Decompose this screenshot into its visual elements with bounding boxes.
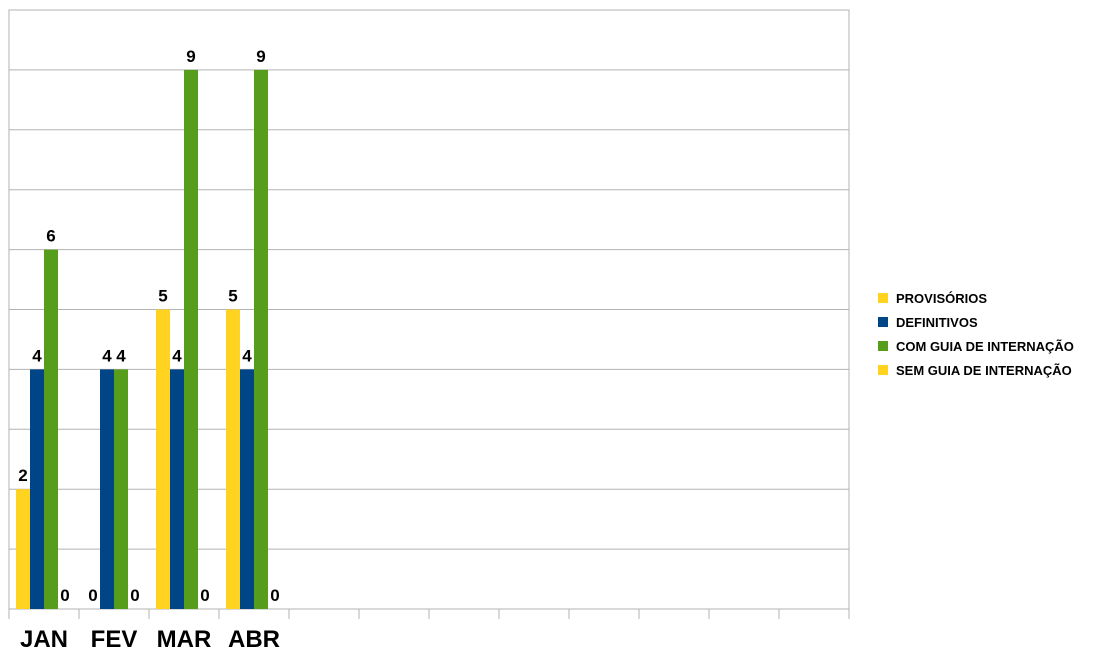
legend-swatch — [878, 365, 888, 375]
data-label: 4 — [102, 346, 112, 365]
data-label: 0 — [88, 586, 97, 605]
category-label: MAR — [157, 626, 212, 653]
legend-label: PROVISÓRIOS — [896, 290, 988, 306]
bar — [30, 369, 44, 609]
data-label: 0 — [130, 586, 139, 605]
data-label: 4 — [242, 346, 252, 365]
legend-item: DEFINITIVOS — [878, 310, 1074, 334]
bar — [156, 309, 170, 609]
bar — [44, 249, 58, 609]
chart-legend: PROVISÓRIOS DEFINITIVOS COM GUIA DE INTERN… — [878, 286, 1074, 382]
data-label: 4 — [32, 346, 42, 365]
bar — [16, 489, 30, 609]
data-label: 0 — [270, 586, 279, 605]
legend-label: DEFINITIVOS — [896, 314, 978, 330]
data-label: 4 — [172, 346, 182, 365]
category-label: FEV — [91, 626, 138, 653]
data-label: 9 — [256, 47, 265, 66]
bar — [114, 369, 128, 609]
bar — [184, 69, 198, 609]
category-label: ABR — [228, 626, 280, 653]
bar — [170, 369, 184, 609]
legend-item: COM GUIA DE INTERNAÇÃO — [878, 334, 1074, 358]
legend-swatch — [878, 293, 888, 303]
bar — [100, 369, 114, 609]
data-label: 4 — [116, 346, 126, 365]
legend-item: SEM GUIA DE INTERNAÇÃO — [878, 358, 1074, 382]
data-label: 6 — [46, 227, 55, 246]
legend-swatch — [878, 317, 888, 327]
bar — [226, 309, 240, 609]
legend-label: SEM GUIA DE INTERNAÇÃO — [896, 362, 1072, 378]
data-label: 5 — [158, 287, 167, 306]
data-label: 9 — [186, 47, 195, 66]
bar — [254, 69, 268, 609]
legend-item: PROVISÓRIOS — [878, 286, 1074, 310]
category-label: JAN — [20, 626, 68, 653]
data-label: 2 — [18, 466, 27, 485]
bar — [240, 369, 254, 609]
data-label: 5 — [228, 287, 237, 306]
legend-swatch — [878, 341, 888, 351]
data-label: 0 — [60, 586, 69, 605]
legend-label: COM GUIA DE INTERNAÇÃO — [896, 338, 1074, 354]
data-label: 0 — [200, 586, 209, 605]
